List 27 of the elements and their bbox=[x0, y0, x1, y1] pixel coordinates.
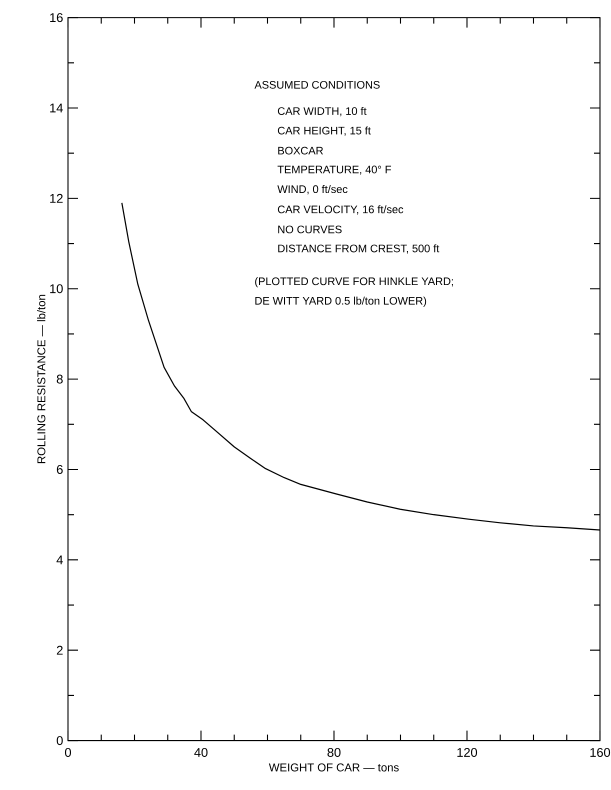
y-tick-label: 4 bbox=[56, 555, 63, 564]
annotation: BOXCAR bbox=[278, 146, 323, 155]
annotation: TEMPERATURE, 40° F bbox=[278, 166, 392, 175]
annotation: NO CURVES bbox=[278, 226, 342, 234]
x-tick-label: 0 bbox=[64, 748, 72, 757]
y-tick-label: 16 bbox=[50, 13, 63, 22]
y-tick-label: 10 bbox=[50, 284, 63, 294]
y-tick-label: 12 bbox=[50, 194, 63, 203]
annotation: CAR HEIGHT, 15 ft bbox=[278, 126, 371, 136]
y-tick-label: 0 bbox=[56, 736, 63, 746]
x-tick-label: 120 bbox=[457, 748, 478, 757]
annotation: DE WITT YARD 0.5 lb/ton LOWER) bbox=[255, 296, 426, 307]
x-tick-label: 80 bbox=[327, 748, 341, 757]
y-tick-label: 6 bbox=[56, 464, 63, 474]
annotation: DISTANCE FROM CREST, 500 ft bbox=[278, 244, 440, 254]
annotation: CAR WIDTH, 10 ft bbox=[278, 106, 367, 116]
x-tick-label: 40 bbox=[194, 748, 208, 757]
x-axis-title: WEIGHT OF CAR — tons bbox=[268, 763, 399, 772]
y-tick-label: 8 bbox=[56, 374, 63, 384]
x-tick-label: 160 bbox=[590, 748, 610, 757]
annotation: (PLOTTED CURVE FOR HINKLE YARD; bbox=[255, 277, 453, 288]
annotation: WIND, 0 ft/sec bbox=[277, 185, 348, 194]
y-axis-title: ROLLING RESISTANCE — lb/ton bbox=[37, 294, 46, 464]
annotation: CAR VELOCITY, 16 ft/sec bbox=[278, 205, 404, 215]
y-tick-label: 14 bbox=[50, 104, 63, 112]
y-tick-label: 2 bbox=[56, 646, 63, 655]
annotation: ASSUMED CONDITIONS bbox=[254, 80, 380, 89]
